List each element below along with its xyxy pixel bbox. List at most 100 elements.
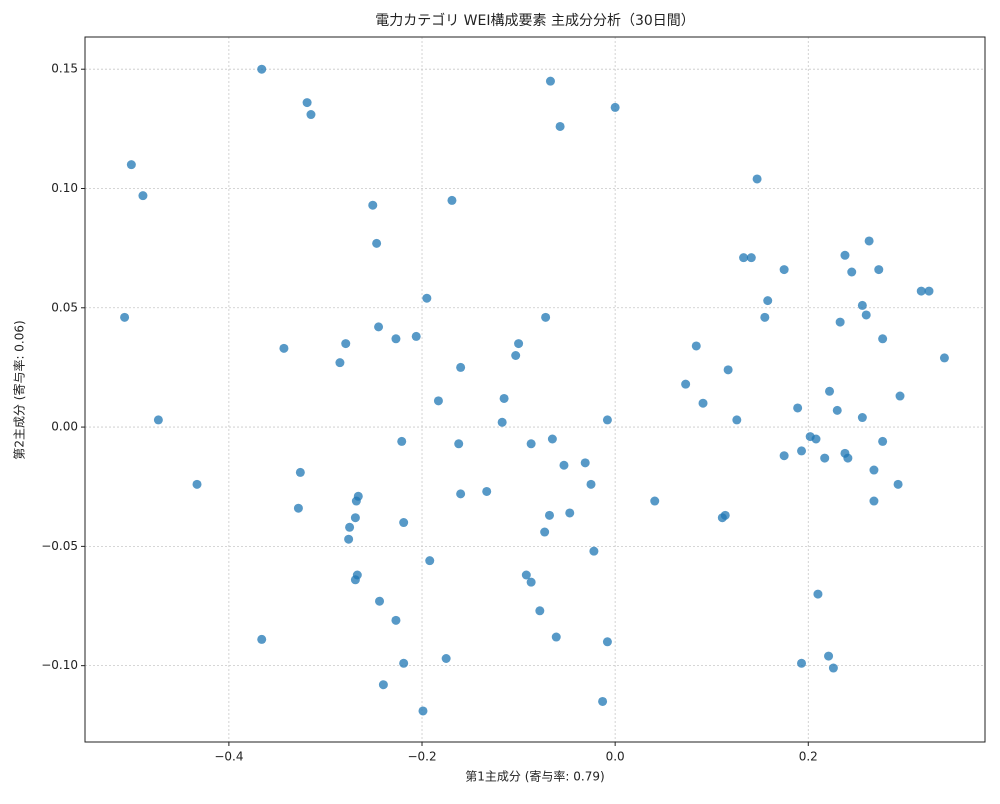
point (433, 396, 443, 406)
point (840, 250, 850, 260)
point (698, 398, 708, 408)
point (924, 286, 934, 296)
point (559, 460, 569, 470)
point (797, 446, 807, 456)
point (586, 479, 596, 489)
point (832, 405, 842, 415)
point (760, 312, 770, 322)
point (843, 453, 853, 463)
point (939, 353, 949, 363)
x-tick-label: 0.2 (799, 750, 818, 764)
point (257, 634, 267, 644)
point (279, 343, 289, 353)
point (752, 174, 762, 184)
point (374, 322, 384, 332)
point (540, 527, 550, 537)
point (499, 393, 509, 403)
point (345, 522, 355, 532)
point (547, 434, 557, 444)
point (372, 238, 382, 248)
point (739, 253, 749, 263)
point (344, 534, 354, 544)
point (378, 680, 388, 690)
point (847, 267, 857, 277)
point (399, 658, 409, 668)
point (813, 589, 823, 599)
point (350, 513, 360, 523)
point (602, 637, 612, 647)
point (857, 413, 867, 423)
point (368, 200, 378, 210)
point (864, 236, 874, 246)
point (916, 286, 926, 296)
y-tick-label: 0.10 (51, 181, 78, 195)
point (399, 518, 409, 528)
point (598, 696, 608, 706)
point (306, 110, 316, 120)
chart-title: 電力カテゴリ WEI構成要素 主成分分析（30日間） (375, 12, 695, 29)
point (820, 453, 830, 463)
y-tick-label: 0.15 (51, 62, 78, 76)
x-tick-label: 0.0 (606, 750, 625, 764)
point (153, 415, 163, 425)
point (779, 265, 789, 275)
point (341, 339, 351, 349)
point (441, 653, 451, 663)
point (526, 439, 536, 449)
point (650, 496, 660, 506)
points (120, 64, 949, 716)
point (691, 341, 701, 351)
x-tick-label: −0.2 (407, 750, 436, 764)
point (824, 651, 834, 661)
point (763, 296, 773, 306)
point (732, 415, 742, 425)
point (497, 417, 507, 427)
point (350, 575, 360, 585)
point (351, 496, 361, 506)
point (723, 365, 733, 375)
point (138, 191, 148, 201)
point (878, 334, 888, 344)
point (878, 436, 888, 446)
point (589, 546, 599, 556)
point (397, 436, 407, 446)
y-tick-label: −0.05 (41, 539, 78, 553)
point (521, 570, 531, 580)
point (869, 465, 879, 475)
point (391, 334, 401, 344)
x-axis-label: 第1主成分 (寄与率: 0.79) (465, 769, 604, 784)
y-tick-label: 0.05 (51, 300, 78, 314)
point (526, 577, 536, 587)
point (422, 293, 432, 303)
point (835, 317, 845, 327)
point (335, 358, 345, 368)
point (681, 379, 691, 389)
point (375, 596, 385, 606)
point (541, 312, 551, 322)
point (126, 160, 136, 170)
point (391, 615, 401, 625)
point (555, 121, 565, 131)
grid (85, 37, 985, 742)
plot-frame (84, 36, 986, 743)
point (893, 479, 903, 489)
point (874, 265, 884, 275)
point (720, 510, 730, 520)
point (482, 486, 492, 496)
y-tick-label: 0.00 (51, 420, 78, 434)
point (418, 706, 428, 716)
point (257, 64, 267, 74)
point (746, 253, 756, 263)
point (293, 503, 303, 513)
point (869, 496, 879, 506)
y-tick-label: −0.10 (41, 658, 78, 672)
point (565, 508, 575, 518)
point (454, 439, 464, 449)
point (602, 415, 612, 425)
point (861, 310, 871, 320)
point (192, 479, 202, 489)
point (797, 658, 807, 668)
point (302, 98, 312, 108)
point (811, 434, 821, 444)
